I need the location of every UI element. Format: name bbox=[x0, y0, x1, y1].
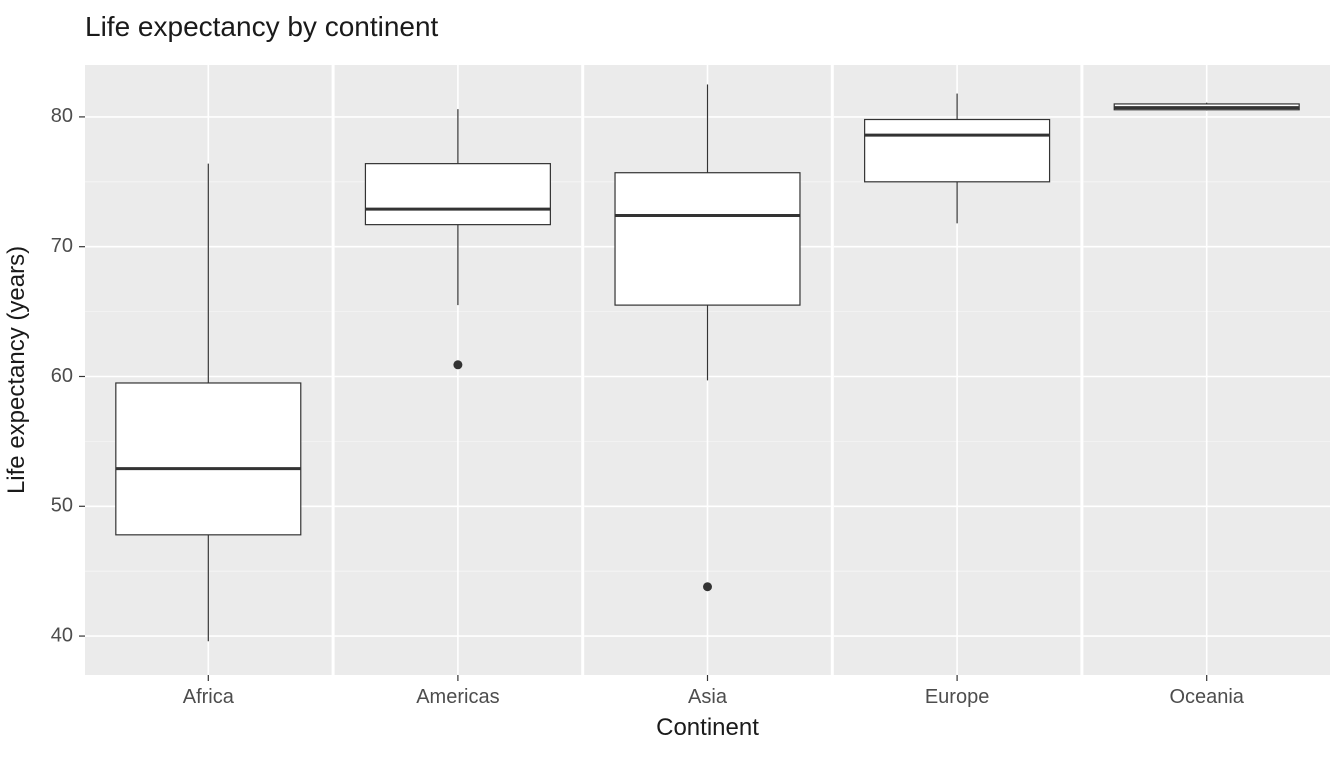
x-tick-label: Asia bbox=[688, 686, 728, 708]
outlier-point bbox=[453, 360, 462, 369]
y-tick-label: 70 bbox=[51, 235, 73, 257]
chart-title: Life expectancy by continent bbox=[85, 11, 439, 42]
boxplot-chart: Life expectancy by continent 40 50 60 70 80 Af… bbox=[0, 0, 1344, 768]
y-tick-label: 80 bbox=[51, 105, 73, 127]
y-axis-title: Life expectancy (years) bbox=[3, 246, 30, 494]
x-tick-label: Europe bbox=[925, 686, 990, 708]
x-tick-label: Africa bbox=[183, 686, 235, 708]
boxplot-box bbox=[1114, 103, 1299, 111]
x-tick-label: Oceania bbox=[1169, 686, 1244, 708]
y-tick-label: 50 bbox=[51, 495, 73, 517]
x-axis-title: Continent bbox=[656, 714, 759, 741]
y-tick-label: 40 bbox=[51, 624, 73, 646]
y-tick-label: 60 bbox=[51, 365, 73, 387]
x-tick-label: Americas bbox=[416, 686, 499, 708]
outlier-point bbox=[703, 582, 712, 591]
